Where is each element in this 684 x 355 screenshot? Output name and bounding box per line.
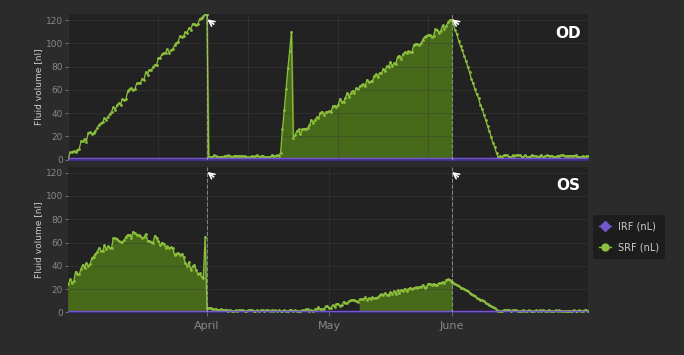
Text: OS: OS (557, 179, 581, 193)
Text: OD: OD (555, 26, 581, 41)
Y-axis label: Fluid volume [nl]: Fluid volume [nl] (34, 201, 43, 278)
Legend: IRF (nL), SRF (nL): IRF (nL), SRF (nL) (593, 215, 666, 259)
Y-axis label: Fluid volume [nl]: Fluid volume [nl] (34, 49, 43, 125)
